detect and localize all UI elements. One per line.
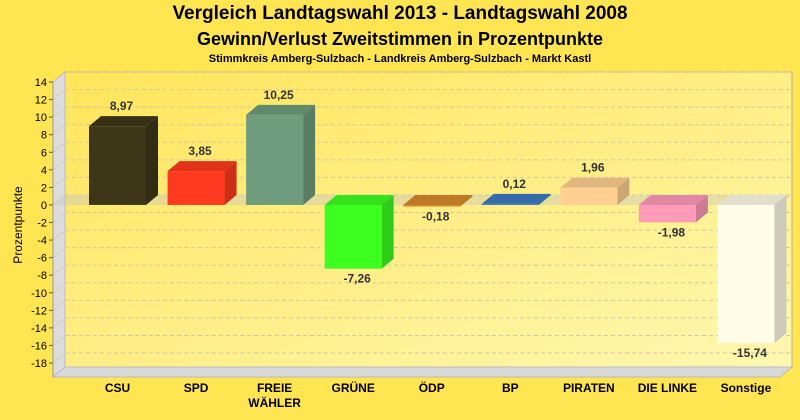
- bar-front: [246, 114, 304, 205]
- bar-grüne[interactable]: [324, 194, 394, 269]
- bar-spd[interactable]: [167, 161, 237, 205]
- bar-front: [481, 203, 539, 205]
- gridline-side: [52, 141, 66, 153]
- bar-front: [167, 171, 225, 205]
- bar-csu[interactable]: [89, 116, 158, 205]
- gridline-side: [52, 194, 66, 206]
- bar-side: [224, 161, 237, 205]
- bar-bp[interactable]: [481, 193, 551, 205]
- bar-side: [774, 194, 787, 344]
- y-tick-label: -4: [37, 235, 47, 247]
- gridline-side: [52, 335, 66, 346]
- bar-front: [324, 204, 382, 269]
- y-tick-label: -6: [37, 253, 47, 265]
- data-label: -15,74: [733, 346, 767, 360]
- bar-die-linke[interactable]: [638, 194, 708, 223]
- bar-side: [146, 116, 158, 205]
- y-tick-label: 0: [41, 200, 47, 212]
- plot-left-wall: [52, 70, 66, 379]
- x-tick-label: DIE LINKE: [638, 381, 697, 395]
- gridline-side: [52, 317, 66, 329]
- chart-subtitle-region: Stimmkreis Amberg-Sulzbach - Landkreis A…: [208, 53, 592, 65]
- data-label: 3,85: [188, 144, 212, 158]
- y-tick-label: -10: [31, 288, 47, 300]
- bar-side: [538, 193, 551, 205]
- bar-top: [717, 194, 787, 205]
- y-tick-label: 2: [41, 182, 47, 194]
- gridline-side: [52, 124, 66, 136]
- x-tick-label: SPD: [184, 381, 209, 395]
- gridline-side: [52, 282, 66, 294]
- data-label: 1,96: [581, 161, 605, 175]
- y-tick-label: 10: [35, 112, 47, 124]
- data-label: 8,97: [110, 99, 134, 113]
- bar-side: [381, 194, 394, 269]
- bar-piraten[interactable]: [560, 177, 630, 205]
- x-tick-label: FREIE: [257, 381, 292, 395]
- gridline-side: [52, 247, 66, 259]
- bar-side: [460, 194, 473, 207]
- bar-front: [403, 204, 461, 207]
- x-tick-label: WÄHLER: [248, 395, 301, 410]
- gridline-side: [52, 264, 66, 276]
- y-tick-label: 6: [41, 147, 47, 159]
- x-tick-label: Sonstige: [721, 381, 772, 395]
- bar-side: [617, 177, 630, 205]
- bar-top: [481, 193, 551, 204]
- x-tick-label: CSU: [105, 381, 130, 395]
- data-label: -0,18: [422, 210, 450, 224]
- x-tick-label: PIRATEN: [563, 381, 615, 395]
- y-tick-label: 14: [35, 77, 47, 89]
- y-tick-label: -16: [31, 340, 47, 352]
- data-label: -7,26: [343, 272, 371, 286]
- bar-sonstige[interactable]: [717, 194, 787, 344]
- gridline-side: [52, 71, 66, 83]
- y-tick-label: 4: [41, 165, 47, 177]
- gridline-side: [52, 176, 66, 188]
- chart-title: Vergleich Landtagswahl 2013 - Landtagswa…: [172, 3, 628, 24]
- bar-top: [89, 116, 158, 127]
- bar-front: [717, 204, 775, 344]
- data-label: -1,98: [658, 225, 686, 239]
- data-label: 10,25: [264, 88, 294, 102]
- x-tick-label: GRÜNE: [331, 380, 374, 395]
- bar-side: [695, 194, 708, 223]
- y-tick-label: 8: [41, 130, 47, 142]
- bar-top: [638, 194, 708, 205]
- y-tick-label: -18: [31, 358, 47, 370]
- bar-top: [324, 194, 394, 205]
- plot-floor: [51, 366, 794, 378]
- gridline-side: [52, 229, 66, 241]
- y-axis-label: Prozentpunkte: [11, 186, 25, 264]
- data-label: 0,12: [503, 177, 527, 191]
- bar-front: [638, 204, 696, 223]
- y-tick-label: 12: [35, 95, 47, 107]
- y-tick-label: -2: [37, 218, 47, 230]
- x-tick-label: ÖDP: [419, 380, 445, 395]
- bar-top: [246, 104, 316, 115]
- x-tick-label: BP: [502, 381, 519, 395]
- y-tick-label: -14: [31, 323, 47, 335]
- gridline-side: [52, 89, 66, 100]
- y-tick-label: -12: [31, 305, 47, 317]
- gridline-side: [52, 352, 66, 364]
- bar-side: [303, 104, 316, 205]
- gridline-side: [52, 159, 66, 171]
- chart-subtitle: Gewinn/Verlust Zweitstimmen in Prozentpu…: [196, 29, 604, 49]
- bar-top: [560, 177, 630, 188]
- y-tick-label: -8: [37, 270, 47, 282]
- bar-front: [89, 126, 146, 205]
- gridline-side: [52, 106, 66, 118]
- bar-front: [560, 187, 618, 205]
- bar-top: [167, 161, 237, 172]
- bar-ödp[interactable]: [403, 194, 473, 207]
- gridline-side: [52, 299, 66, 311]
- gridline-side: [52, 212, 66, 223]
- bar-top: [403, 194, 473, 205]
- bar-freie-wähler[interactable]: [246, 104, 316, 205]
